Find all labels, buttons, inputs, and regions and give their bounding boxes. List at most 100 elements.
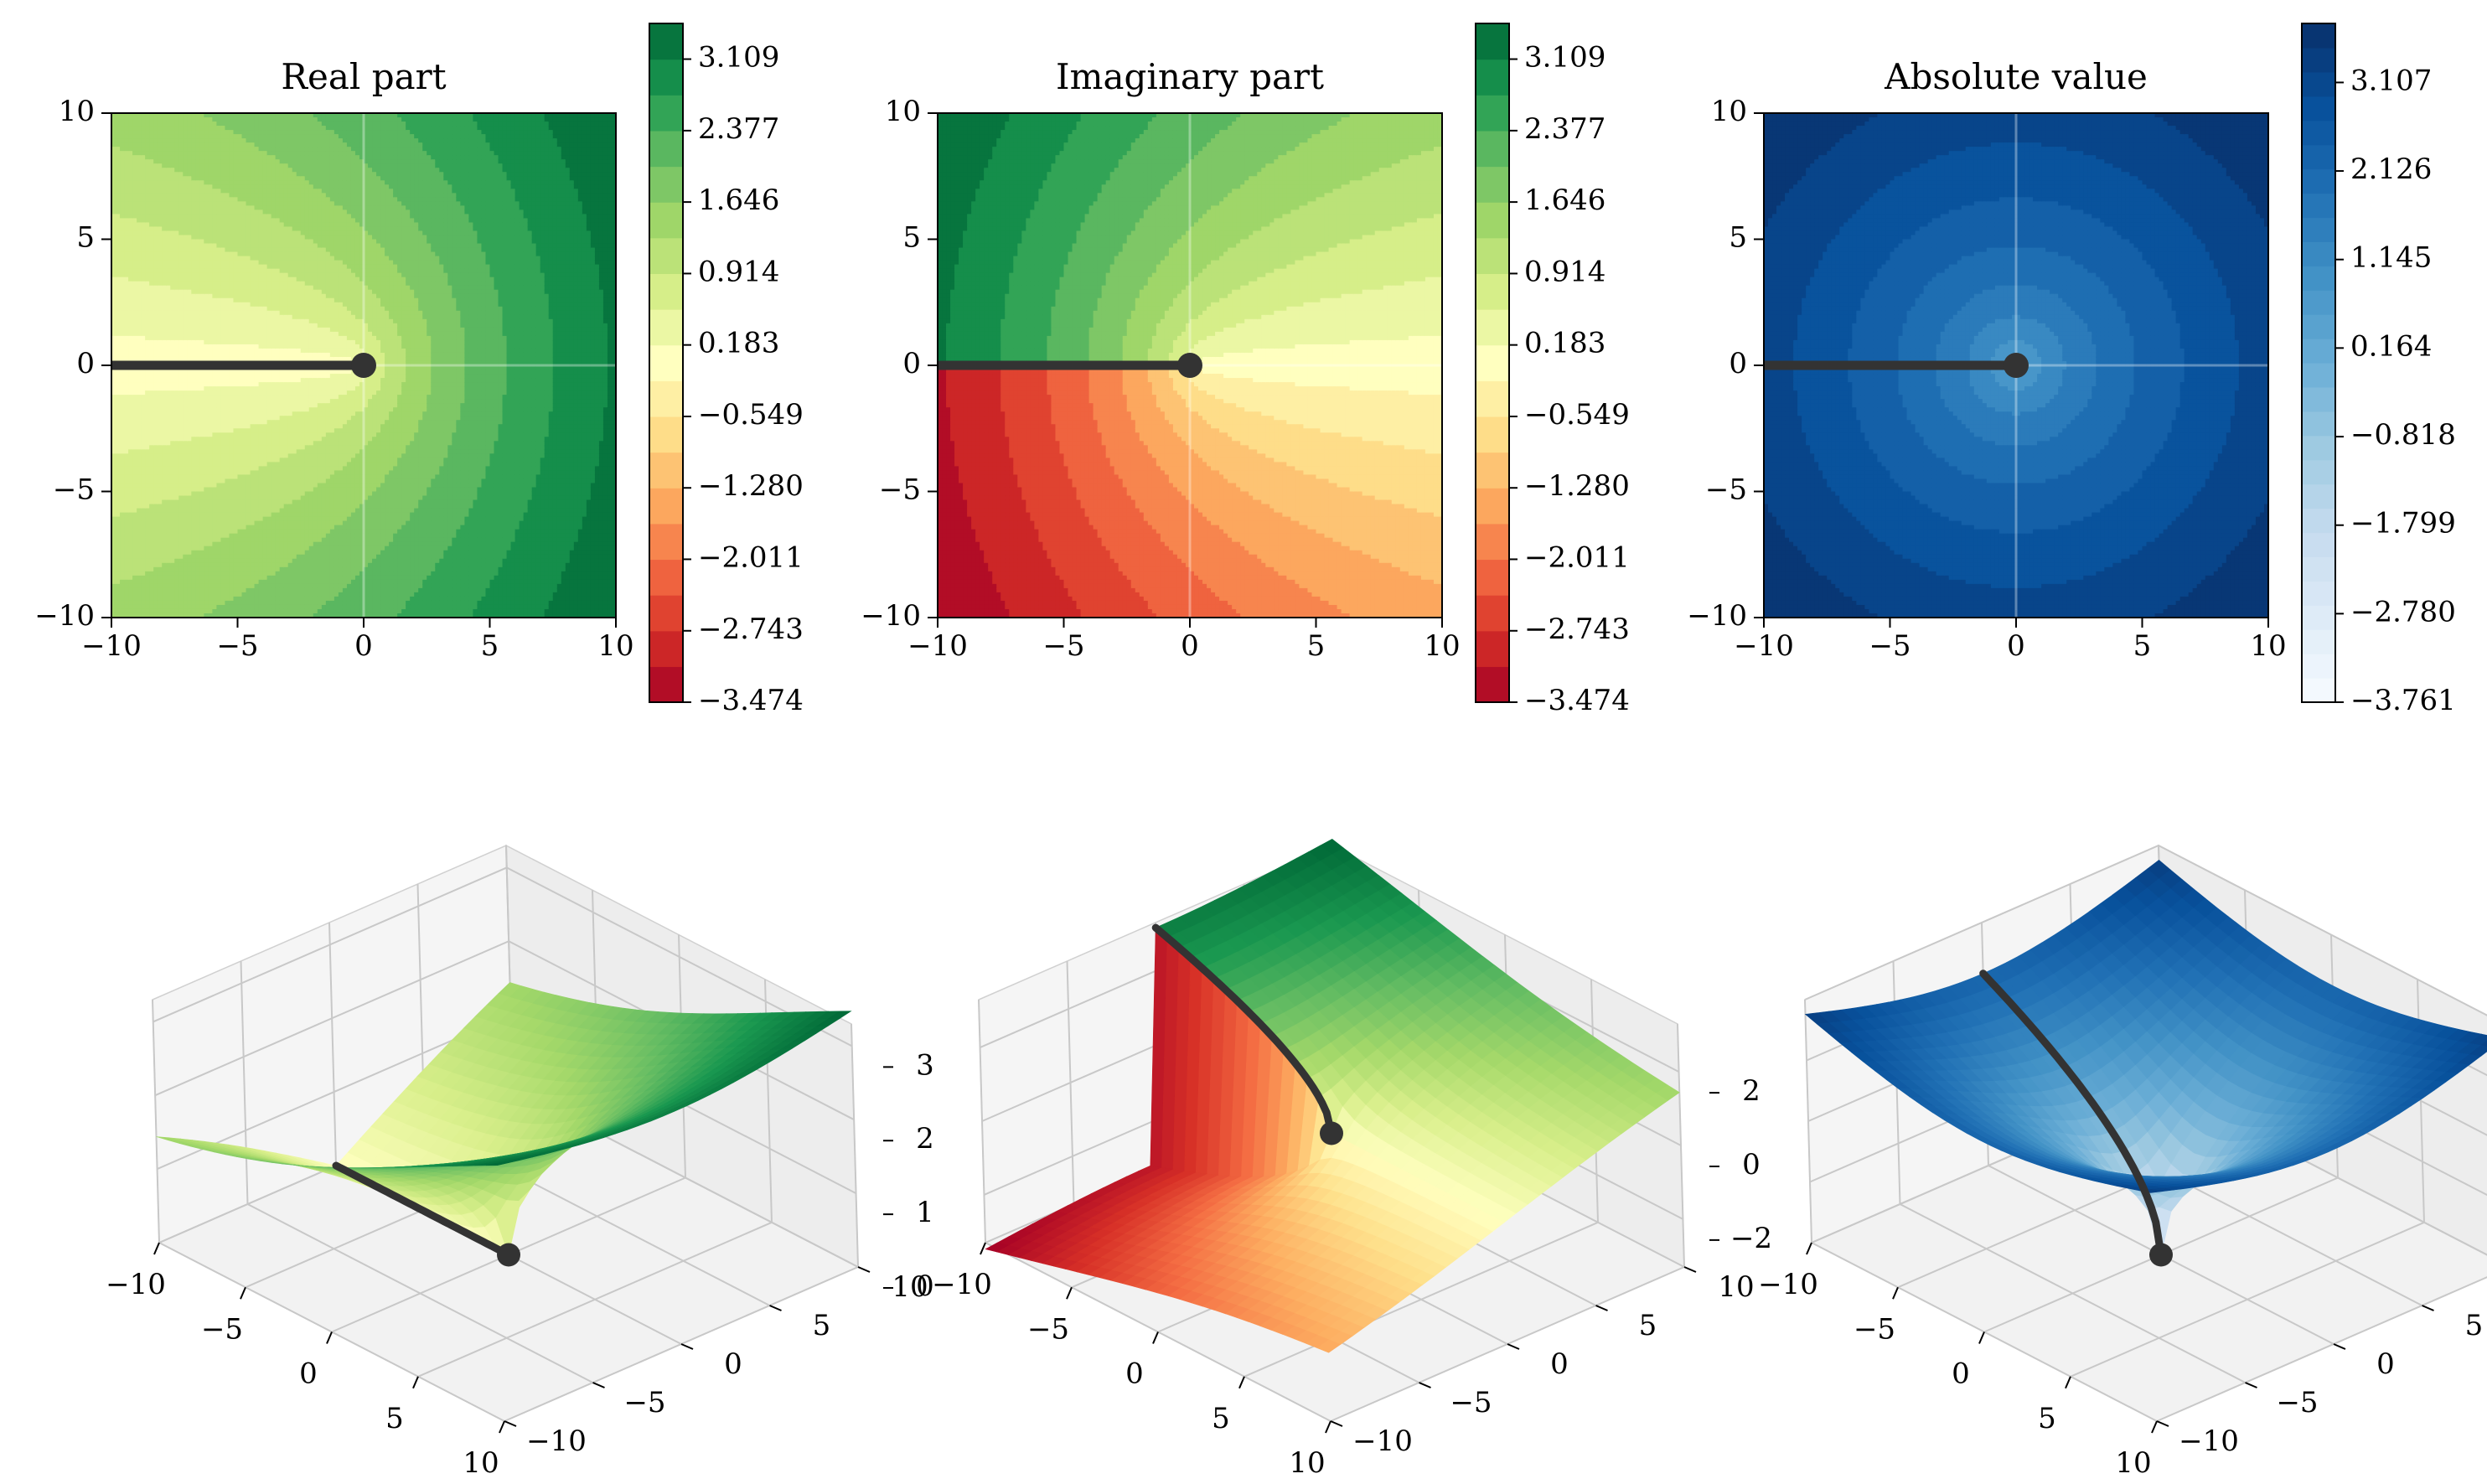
x-tick-label: −5 (1854, 1312, 1895, 1346)
colorbar-tick-label: −2.743 (1524, 613, 1630, 646)
y-tick-label: 5 (2465, 1309, 2484, 1342)
colorbar-band (1476, 131, 1509, 167)
colorbar-band (649, 488, 683, 524)
colorbar-band (1476, 488, 1509, 524)
colorbar-band (1476, 345, 1509, 381)
x-tick (1979, 1332, 1984, 1344)
y-tick-label: 10 (1718, 1270, 1754, 1304)
x-tick-label: 10 (2115, 1446, 2151, 1480)
y-tick (1507, 1344, 1519, 1349)
y-tick-label: −5 (1705, 473, 1747, 507)
z-tick-label: 0 (1742, 1148, 1761, 1182)
branch-point (1177, 353, 1202, 378)
y-tick-label: 0 (724, 1347, 742, 1381)
colorbar-band (2302, 363, 2335, 388)
colorbar-band (2302, 605, 2335, 630)
colorbar-band (2302, 678, 2335, 703)
colorbar-band (649, 167, 683, 203)
x-tick (2066, 1377, 2071, 1388)
colorbar-band (2302, 387, 2335, 412)
colorbar-band (2302, 556, 2335, 582)
colorbar-band (649, 595, 683, 631)
x-tick (1807, 1243, 1812, 1254)
branch-point (2004, 353, 2029, 378)
y-tick-label: 0 (902, 347, 921, 380)
colorbar-band (2302, 169, 2335, 194)
colorbar-band (2302, 509, 2335, 534)
colorbar-band (1476, 595, 1509, 631)
colorbar-tick-label: 2.377 (1524, 112, 1605, 146)
colorbar-tick-label: −0.549 (1524, 398, 1630, 432)
colorbar-tick-label: −3.474 (698, 684, 804, 717)
y-tick (2246, 1383, 2257, 1388)
colorbar-band (649, 273, 683, 309)
y-tick-label: −10 (526, 1425, 587, 1458)
colorbar-band (1476, 309, 1509, 345)
y-tick-label: 5 (813, 1309, 831, 1342)
x-tick-label: 5 (481, 629, 499, 663)
colorbar-band (649, 309, 683, 345)
y-tick (681, 1344, 693, 1349)
colorbar-tick-label: 0.164 (2350, 329, 2432, 363)
y-tick (504, 1421, 516, 1426)
x-tick-label: 10 (2250, 629, 2286, 663)
y-tick-label: −10 (1687, 599, 1747, 633)
colorbar-band (1476, 666, 1509, 702)
colorbar-band (1476, 524, 1509, 560)
x-tick-label: 0 (1181, 629, 1199, 663)
colorbar-tick-label: 0.914 (1524, 255, 1605, 288)
branch-point (497, 1244, 520, 1267)
y-tick-label: −5 (1450, 1386, 1492, 1419)
colorbar-band (1476, 23, 1509, 59)
y-tick-label: −5 (623, 1386, 665, 1419)
colorbar-band (2302, 23, 2335, 49)
colorbar-tick-label: 3.107 (2350, 64, 2432, 97)
colorbar-band (649, 666, 683, 702)
colorbar-band (649, 238, 683, 274)
y-tick-label: 0 (1729, 347, 1747, 380)
colorbar-band (2302, 121, 2335, 146)
x-tick-label: −5 (201, 1312, 243, 1346)
colorbar-band (649, 416, 683, 452)
x-tick-label: 10 (1424, 629, 1460, 663)
y-tick-label: 10 (1711, 95, 1747, 128)
colorbar-band (2302, 436, 2335, 461)
colorbar-band (2302, 72, 2335, 97)
colorbar-band (1476, 380, 1509, 416)
x-tick (240, 1287, 246, 1299)
z-tick-label: 3 (916, 1048, 934, 1082)
y-tick (2422, 1306, 2434, 1311)
x-tick-label: −10 (907, 629, 968, 663)
colorbar-band (1476, 59, 1509, 96)
colorbar-band (1476, 559, 1509, 595)
y-tick-label: 0 (1550, 1347, 1569, 1381)
x-tick (2152, 1421, 2157, 1433)
colorbar-band (649, 59, 683, 96)
colorbar-band (2302, 314, 2335, 339)
y-tick-label: 5 (902, 221, 921, 255)
y-tick-label: −5 (879, 473, 921, 507)
colorbar-band (2302, 48, 2335, 73)
y-tick (858, 1267, 870, 1272)
colorbar-band (1476, 416, 1509, 452)
colorbar-band (1476, 273, 1509, 309)
x-tick-label: 5 (2038, 1402, 2056, 1435)
colorbar-band (649, 95, 683, 131)
colorbar-band (649, 202, 683, 238)
colorbar-band (2302, 533, 2335, 558)
y-tick (2334, 1344, 2345, 1349)
branch-point (2149, 1244, 2173, 1267)
colorbar-band (2302, 654, 2335, 679)
colorbar-tick-label: 0.183 (698, 327, 779, 360)
x-tick (1067, 1287, 1072, 1299)
z-tick-label: −2 (1730, 1222, 1772, 1255)
panel-title: Imaginary part (1056, 56, 1324, 97)
y-tick-label: −5 (2276, 1386, 2318, 1419)
x-tick-label: 0 (299, 1357, 318, 1391)
colorbar-tick-label: −1.799 (2350, 507, 2456, 540)
